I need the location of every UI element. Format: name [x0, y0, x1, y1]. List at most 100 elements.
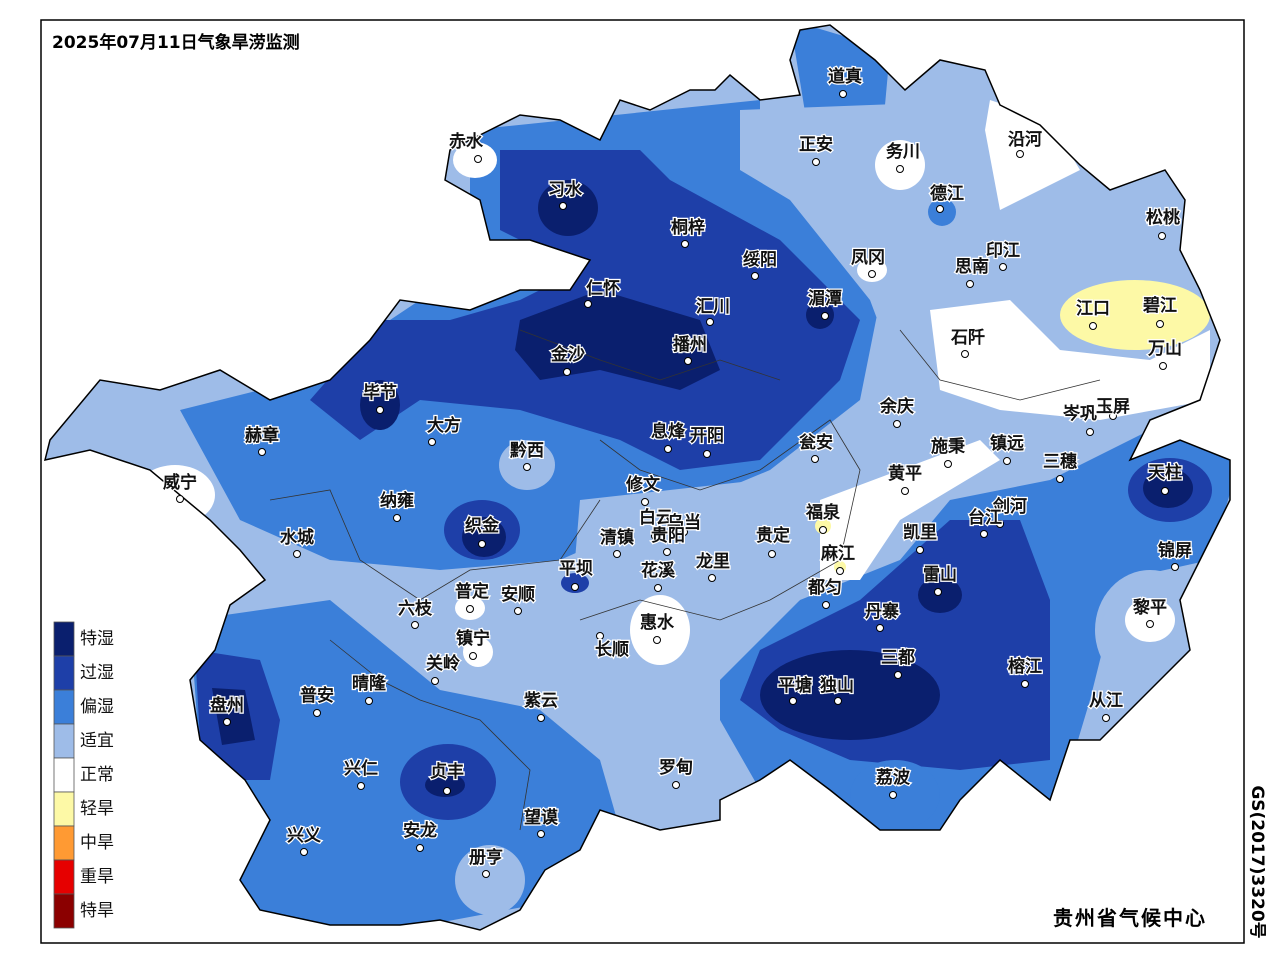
city-dot [654, 584, 662, 592]
city-label: 乌当 [667, 512, 701, 533]
city-dot [889, 791, 897, 799]
city-dot [812, 158, 820, 166]
city-dot [474, 155, 482, 163]
city-dot [836, 567, 844, 575]
credit: 贵州省气候中心 [1053, 906, 1207, 930]
city-label: 天柱 [1148, 462, 1182, 483]
city-label: 汇川 [696, 297, 730, 317]
city-label: 安顺 [501, 584, 535, 605]
city-label: 都匀 [807, 577, 842, 598]
city-dot [868, 270, 876, 278]
city-dot [411, 621, 419, 629]
city-dot [641, 498, 649, 506]
city-label: 麻江 [820, 543, 855, 564]
city-dot [936, 205, 944, 213]
city-dot [537, 714, 545, 722]
city-dot [653, 636, 661, 644]
city-dot [916, 546, 924, 554]
city-dot [613, 550, 621, 558]
city-dot [514, 607, 522, 615]
city-dot [708, 574, 716, 582]
city-label: 荔波 [875, 767, 911, 788]
city-label: 剑河 [992, 496, 1027, 517]
city-dot [1161, 487, 1169, 495]
city-dot [1158, 232, 1166, 240]
city-label: 碧江 [1142, 296, 1177, 316]
city-label: 思南 [955, 256, 989, 277]
city-dot [822, 601, 830, 609]
city-dot [664, 445, 672, 453]
drought-zone [455, 845, 525, 915]
city-label: 兴仁 [344, 758, 378, 779]
city-label: 织金 [465, 515, 500, 536]
frame [40, 19, 1245, 944]
city-dot [1021, 680, 1029, 688]
drought-zone [1060, 280, 1210, 350]
drought-zone [985, 100, 1080, 210]
city-dot [996, 520, 1004, 528]
city-dot [431, 677, 439, 685]
city-dot [523, 463, 531, 471]
city-dot [1056, 475, 1064, 483]
city-label: 平坝 [559, 559, 593, 579]
city-dot [821, 312, 829, 320]
city-dot [293, 550, 301, 558]
city-dot [469, 652, 477, 660]
legend-swatch [53, 723, 75, 759]
city-dot [768, 550, 776, 558]
city-label: 三穗 [1043, 452, 1077, 472]
city-dot [944, 460, 952, 468]
city-label: 兴义 [287, 825, 321, 846]
drought-zone [515, 290, 720, 390]
city-dot [571, 583, 579, 591]
city-label: 松桃 [1146, 207, 1180, 228]
city-dot [357, 782, 365, 790]
city-label: 普定 [455, 581, 489, 602]
legend-label: 正常 [80, 765, 114, 785]
city-dot [876, 624, 884, 632]
city-dot [176, 495, 184, 503]
legend-label: 重旱 [80, 867, 114, 887]
city-dot [393, 514, 401, 522]
title: 2025年07月11日气象旱涝监测 [52, 32, 300, 53]
city-dot [663, 548, 671, 556]
city-label: 万山 [1147, 339, 1182, 359]
approval-number: GS(2017)3320号 [1247, 785, 1267, 938]
legend-swatch [53, 825, 75, 861]
city-dot [313, 709, 321, 717]
drought-zone [463, 637, 493, 667]
drought-zone [570, 480, 800, 820]
legend-label: 轻旱 [80, 799, 114, 819]
city-dot [706, 318, 714, 326]
drought-zone [212, 688, 255, 745]
city-dot [563, 368, 571, 376]
city-dot [680, 528, 688, 536]
city-label: 六枝 [398, 598, 433, 619]
city-label: 纳雍 [380, 490, 414, 511]
city-label: 余庆 [879, 396, 914, 417]
city-label: 独山 [820, 675, 854, 696]
city-label: 黄平 [888, 463, 922, 484]
city-label: 贵阳 [651, 525, 685, 546]
city-dot [681, 240, 689, 248]
city-dot [1109, 412, 1117, 420]
city-label: 施秉 [931, 436, 965, 457]
city-dot [896, 165, 904, 173]
city-label: 镇远 [990, 433, 1024, 454]
city-label: 丹寨 [865, 601, 899, 622]
drought-zone [190, 600, 620, 930]
city-dot [811, 455, 819, 463]
city-dot [651, 532, 659, 540]
city-label: 道真 [828, 66, 862, 87]
city-label: 德江 [930, 183, 964, 204]
city-label: 龙里 [695, 551, 730, 572]
drought-zone [360, 380, 400, 430]
city-label: 水城 [280, 527, 314, 548]
city-dot [999, 263, 1007, 271]
drought-zone [820, 440, 1000, 580]
legend-swatch [53, 859, 75, 895]
city-dot [466, 605, 474, 613]
